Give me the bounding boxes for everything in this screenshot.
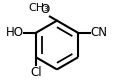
Text: CH₃: CH₃ (29, 3, 49, 13)
Text: O: O (40, 3, 49, 16)
Text: CN: CN (90, 26, 107, 39)
Text: Cl: Cl (30, 66, 42, 79)
Text: HO: HO (6, 26, 24, 39)
